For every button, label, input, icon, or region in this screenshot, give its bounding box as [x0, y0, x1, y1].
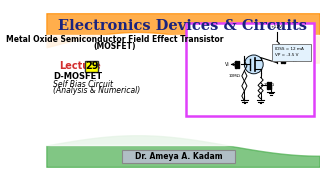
Bar [269, 82, 271, 89]
Text: 100Ω: 100Ω [264, 83, 275, 87]
Text: Dr. Ameya A. Kadam: Dr. Ameya A. Kadam [135, 152, 222, 161]
FancyBboxPatch shape [85, 61, 98, 72]
Text: 1.8kΩ: 1.8kΩ [281, 46, 293, 50]
Bar [281, 58, 282, 63]
Text: D-MOSFET: D-MOSFET [53, 72, 102, 81]
Text: (Analysis & Numerical): (Analysis & Numerical) [53, 86, 140, 95]
Bar [236, 61, 237, 68]
Text: VP = -3.5 V: VP = -3.5 V [275, 53, 299, 57]
Text: Vo: Vo [292, 58, 298, 63]
Text: IDSS = 12 mA: IDSS = 12 mA [275, 47, 304, 51]
Circle shape [244, 55, 263, 74]
Bar [237, 61, 239, 68]
Text: (MOSFET): (MOSFET) [93, 42, 136, 51]
Bar [268, 82, 269, 89]
Text: +12V: +12V [271, 25, 283, 29]
FancyBboxPatch shape [122, 150, 235, 163]
Text: 29: 29 [85, 61, 98, 71]
FancyBboxPatch shape [186, 22, 314, 116]
Text: Lecture: Lecture [59, 61, 101, 71]
Text: Metal Oxide Semiconductor Field Effect Transistor: Metal Oxide Semiconductor Field Effect T… [6, 35, 223, 44]
FancyBboxPatch shape [272, 44, 311, 60]
Bar [46, 35, 319, 145]
Text: Electronics Devices & Circuits: Electronics Devices & Circuits [59, 19, 308, 33]
Text: Self Bias Circuit: Self Bias Circuit [53, 80, 113, 89]
Text: 10MΩ: 10MΩ [228, 74, 240, 78]
Text: Vi: Vi [225, 62, 230, 67]
Bar [283, 58, 284, 63]
